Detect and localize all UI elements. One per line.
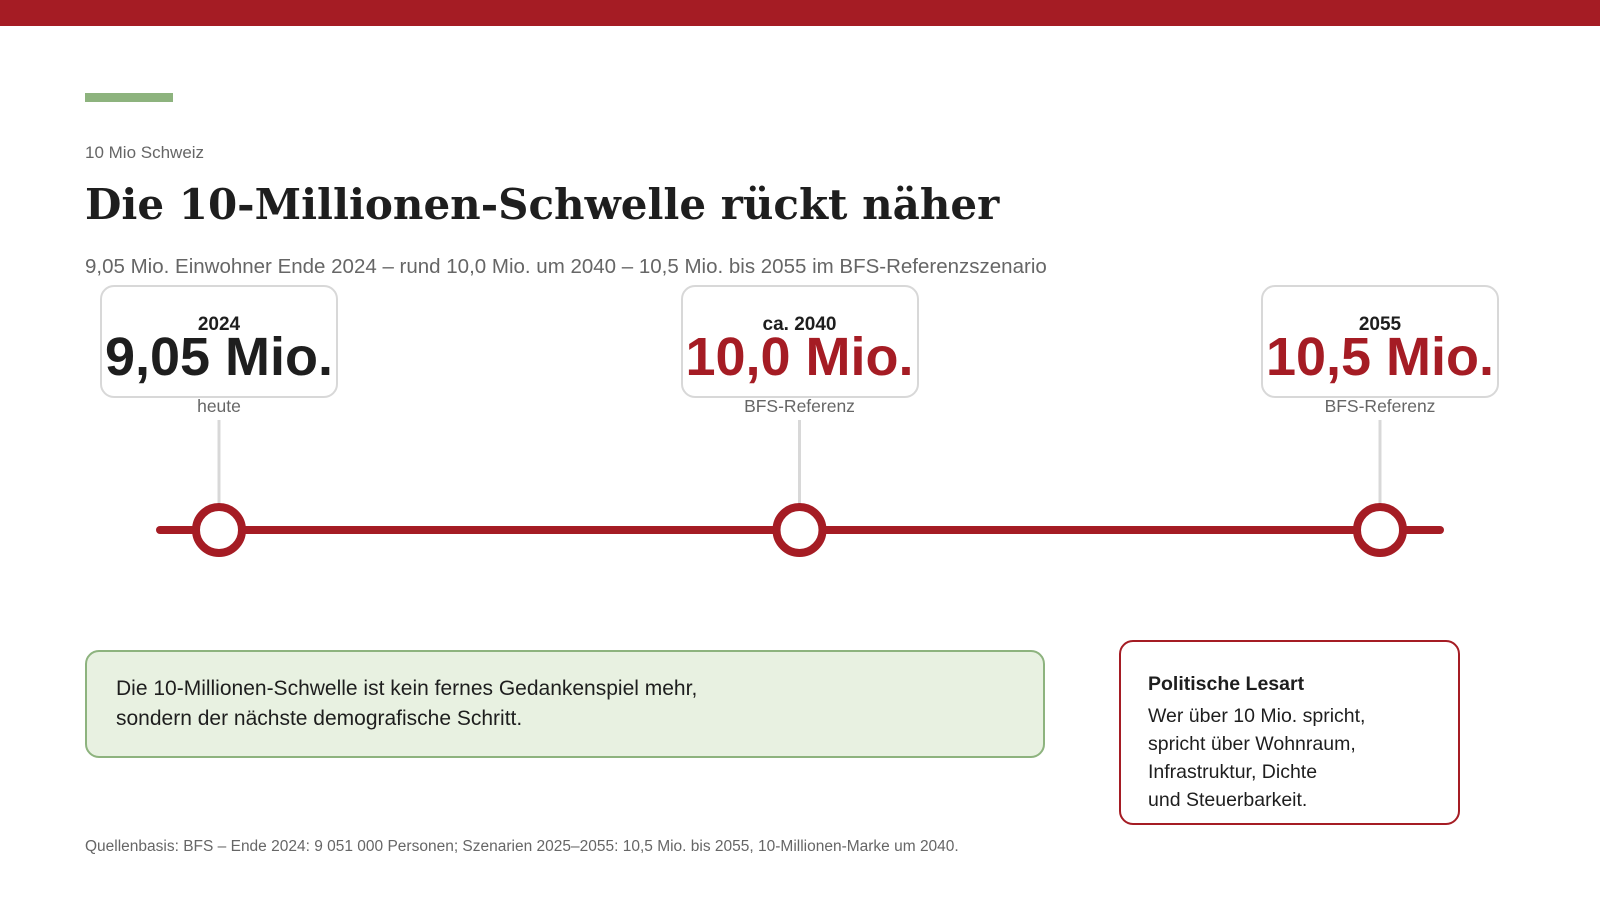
side-note-line: und Steuerbarkeit. [1148, 789, 1308, 811]
milestone-box [680, 285, 919, 398]
subtitle: 9,05 Mio. Einwohner Ende 2024 – rund 10,… [85, 255, 1047, 278]
title: Die 10-Millionen-Schwelle rückt näher [85, 180, 1000, 229]
callout: Die 10-Millionen-Schwelle ist kein ferne… [85, 650, 1045, 758]
milestone-note: BFS-Referenz [744, 396, 855, 416]
callout-line: sondern der nächste demografische Schrit… [116, 707, 523, 730]
side-note-line: spricht über Wohnraum, [1148, 733, 1356, 755]
side-note-line: Infrastruktur, Dichte [1148, 761, 1318, 783]
accent-bar [85, 93, 173, 102]
milestone-note: heute [197, 396, 241, 416]
milestone-dot [772, 503, 827, 557]
milestone-box [1261, 285, 1499, 398]
milestone-year: 2055 [1358, 314, 1402, 335]
milestone-value: 10,5 Mio. [1265, 327, 1495, 387]
footnote: Quellenbasis: BFS – Ende 2024: 9 051 000… [85, 838, 959, 855]
milestone-note: BFS-Referenz [1324, 396, 1436, 416]
side-note: Politische Lesart Wer über 10 Mio. spric… [1119, 640, 1460, 825]
top-bar [0, 0, 1600, 26]
milestone-dot [192, 503, 246, 557]
kicker: 10 Mio Schweiz [85, 143, 205, 162]
milestone-value: 10,0 Mio. [685, 327, 914, 387]
side-note-line: Wer über 10 Mio. spricht, [1148, 705, 1366, 727]
milestone-dot [1353, 503, 1407, 557]
milestone-box [100, 285, 338, 398]
milestone-year: ca. 2040 [762, 314, 837, 335]
milestone-year: 2024 [197, 314, 241, 335]
side-note-title: Politische Lesart [1148, 673, 1305, 695]
milestone-value: 9,05 Mio. [104, 327, 334, 387]
callout-line: Die 10-Millionen-Schwelle ist kein ferne… [116, 677, 698, 700]
